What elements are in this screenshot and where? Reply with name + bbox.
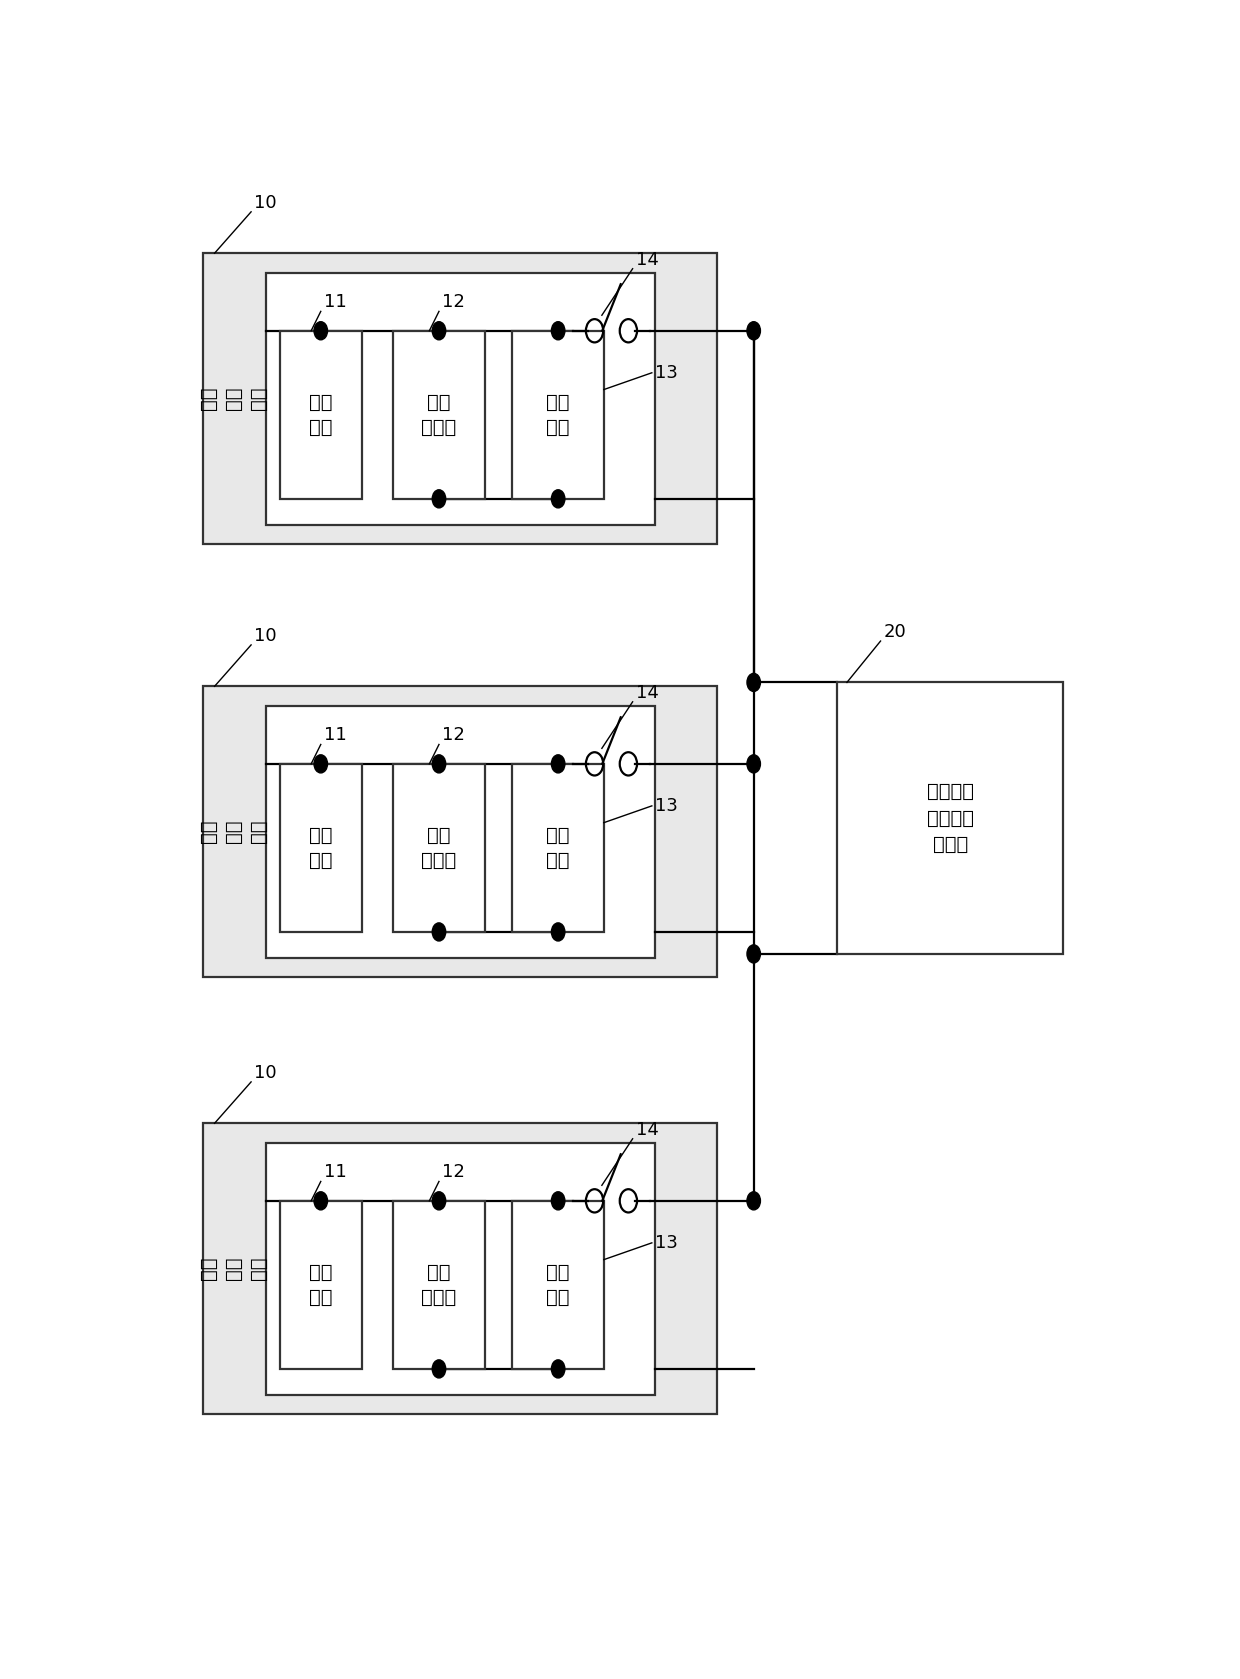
Bar (512, 764, 604, 932)
Bar (512, 331, 604, 499)
Bar (280, 1200, 362, 1368)
Bar (265, 1143, 655, 1395)
Text: 13: 13 (655, 798, 677, 814)
Circle shape (552, 1360, 565, 1378)
Bar (203, 254, 717, 544)
Circle shape (433, 490, 445, 507)
Text: 14: 14 (635, 1122, 658, 1138)
Circle shape (746, 322, 760, 339)
Circle shape (433, 923, 445, 940)
Text: 天线
发射
模块: 天线 发射 模块 (200, 386, 268, 410)
Bar (280, 764, 362, 932)
Text: 12: 12 (441, 294, 465, 311)
Circle shape (746, 756, 760, 772)
Text: 13: 13 (655, 1234, 677, 1253)
Text: 20: 20 (883, 623, 906, 641)
Text: 天线
发射
模块: 天线 发射 模块 (200, 1258, 268, 1281)
Circle shape (746, 945, 760, 964)
Text: 10: 10 (254, 626, 277, 645)
Text: 10: 10 (254, 1064, 277, 1081)
Text: 13: 13 (655, 364, 677, 381)
Bar (512, 1200, 604, 1368)
Circle shape (552, 756, 565, 772)
Text: 12: 12 (441, 1164, 465, 1182)
Circle shape (552, 1192, 565, 1211)
Text: 调谐
电容组: 调谐 电容组 (422, 393, 456, 437)
Text: 泤放
单元: 泤放 单元 (547, 1263, 570, 1306)
Circle shape (552, 322, 565, 339)
Text: 天线
发射
模块: 天线 发射 模块 (200, 819, 268, 843)
Bar (203, 687, 717, 977)
Bar (393, 1200, 485, 1368)
Bar (203, 1123, 717, 1414)
Circle shape (433, 1192, 445, 1211)
Text: 14: 14 (635, 250, 658, 269)
Bar (393, 331, 485, 499)
Circle shape (552, 490, 565, 507)
Circle shape (314, 322, 327, 339)
Text: 11: 11 (324, 727, 346, 744)
Text: 泤放
单元: 泤放 单元 (547, 826, 570, 870)
Text: 天线
单元: 天线 单元 (309, 393, 332, 437)
Circle shape (314, 1192, 327, 1211)
Text: 14: 14 (635, 683, 658, 702)
Text: 泤放
单元: 泤放 单元 (547, 393, 570, 437)
Text: 调谐
电容组: 调谐 电容组 (422, 1263, 456, 1306)
Circle shape (433, 322, 445, 339)
Circle shape (552, 923, 565, 940)
Bar (280, 331, 362, 499)
Text: 三维核磁
共振成像
仪主体: 三维核磁 共振成像 仪主体 (926, 782, 973, 855)
Bar (265, 272, 655, 524)
Circle shape (433, 1360, 445, 1378)
Text: 10: 10 (254, 193, 277, 212)
Bar (265, 705, 655, 957)
Circle shape (314, 756, 327, 772)
Text: 天线
单元: 天线 单元 (309, 826, 332, 870)
Text: 天线
单元: 天线 单元 (309, 1263, 332, 1306)
Circle shape (746, 1192, 760, 1211)
Text: 11: 11 (324, 1164, 346, 1182)
Bar (393, 764, 485, 932)
Text: 11: 11 (324, 294, 346, 311)
Bar (837, 682, 1063, 954)
Circle shape (433, 756, 445, 772)
Circle shape (746, 673, 760, 692)
Text: 12: 12 (441, 727, 465, 744)
Text: 调谐
电容组: 调谐 电容组 (422, 826, 456, 870)
